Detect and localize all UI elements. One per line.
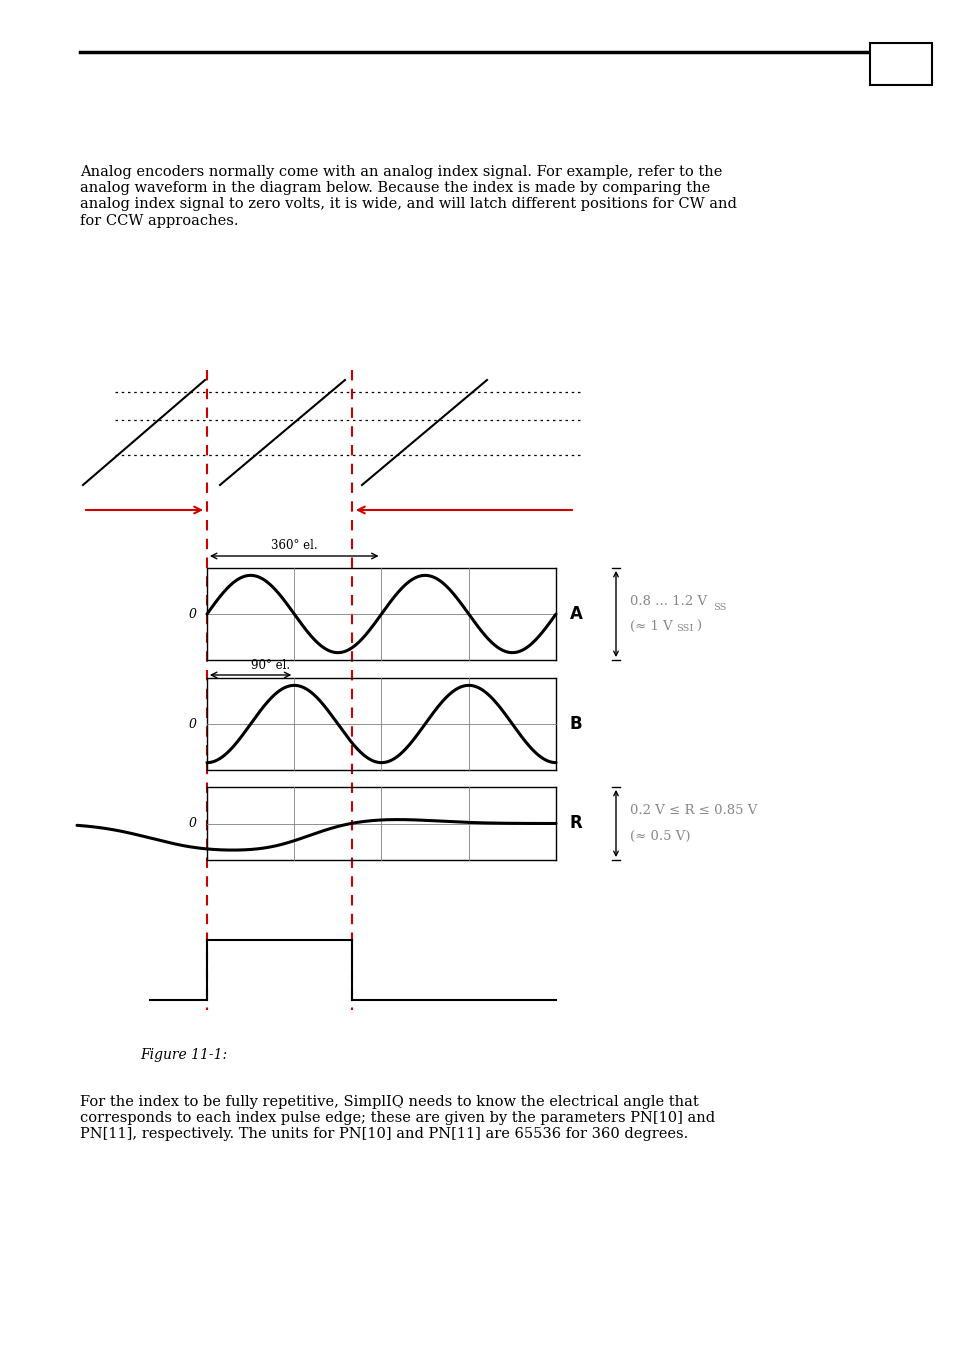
Text: 0: 0: [189, 608, 196, 620]
Text: Analog encoders normally come with an analog index signal. For example, refer to: Analog encoders normally come with an an…: [80, 165, 736, 227]
Text: 360° el.: 360° el.: [271, 539, 317, 553]
Text: R: R: [569, 815, 582, 832]
Text: (≈ 1 V: (≈ 1 V: [629, 620, 672, 634]
Text: A: A: [569, 605, 582, 623]
Bar: [869, 43, 931, 85]
Text: B: B: [569, 715, 582, 734]
Text: (≈ 0.5 V): (≈ 0.5 V): [629, 830, 690, 843]
Text: 0.2 V ≤ R ≤ 0.85 V: 0.2 V ≤ R ≤ 0.85 V: [629, 804, 757, 817]
Text: 90° el.: 90° el.: [251, 659, 290, 671]
Text: 0.8 ... 1.2 V: 0.8 ... 1.2 V: [629, 594, 706, 608]
Text: For the index to be fully repetitive, SimplIQ needs to know the electrical angle: For the index to be fully repetitive, Si…: [80, 1096, 715, 1142]
Text: SSI: SSI: [676, 624, 693, 634]
Text: 0: 0: [189, 717, 196, 731]
Text: SS: SS: [712, 603, 725, 612]
Text: Figure 11-1:: Figure 11-1:: [140, 1048, 227, 1062]
Text: 0: 0: [189, 817, 196, 830]
Text: ): ): [696, 620, 700, 634]
